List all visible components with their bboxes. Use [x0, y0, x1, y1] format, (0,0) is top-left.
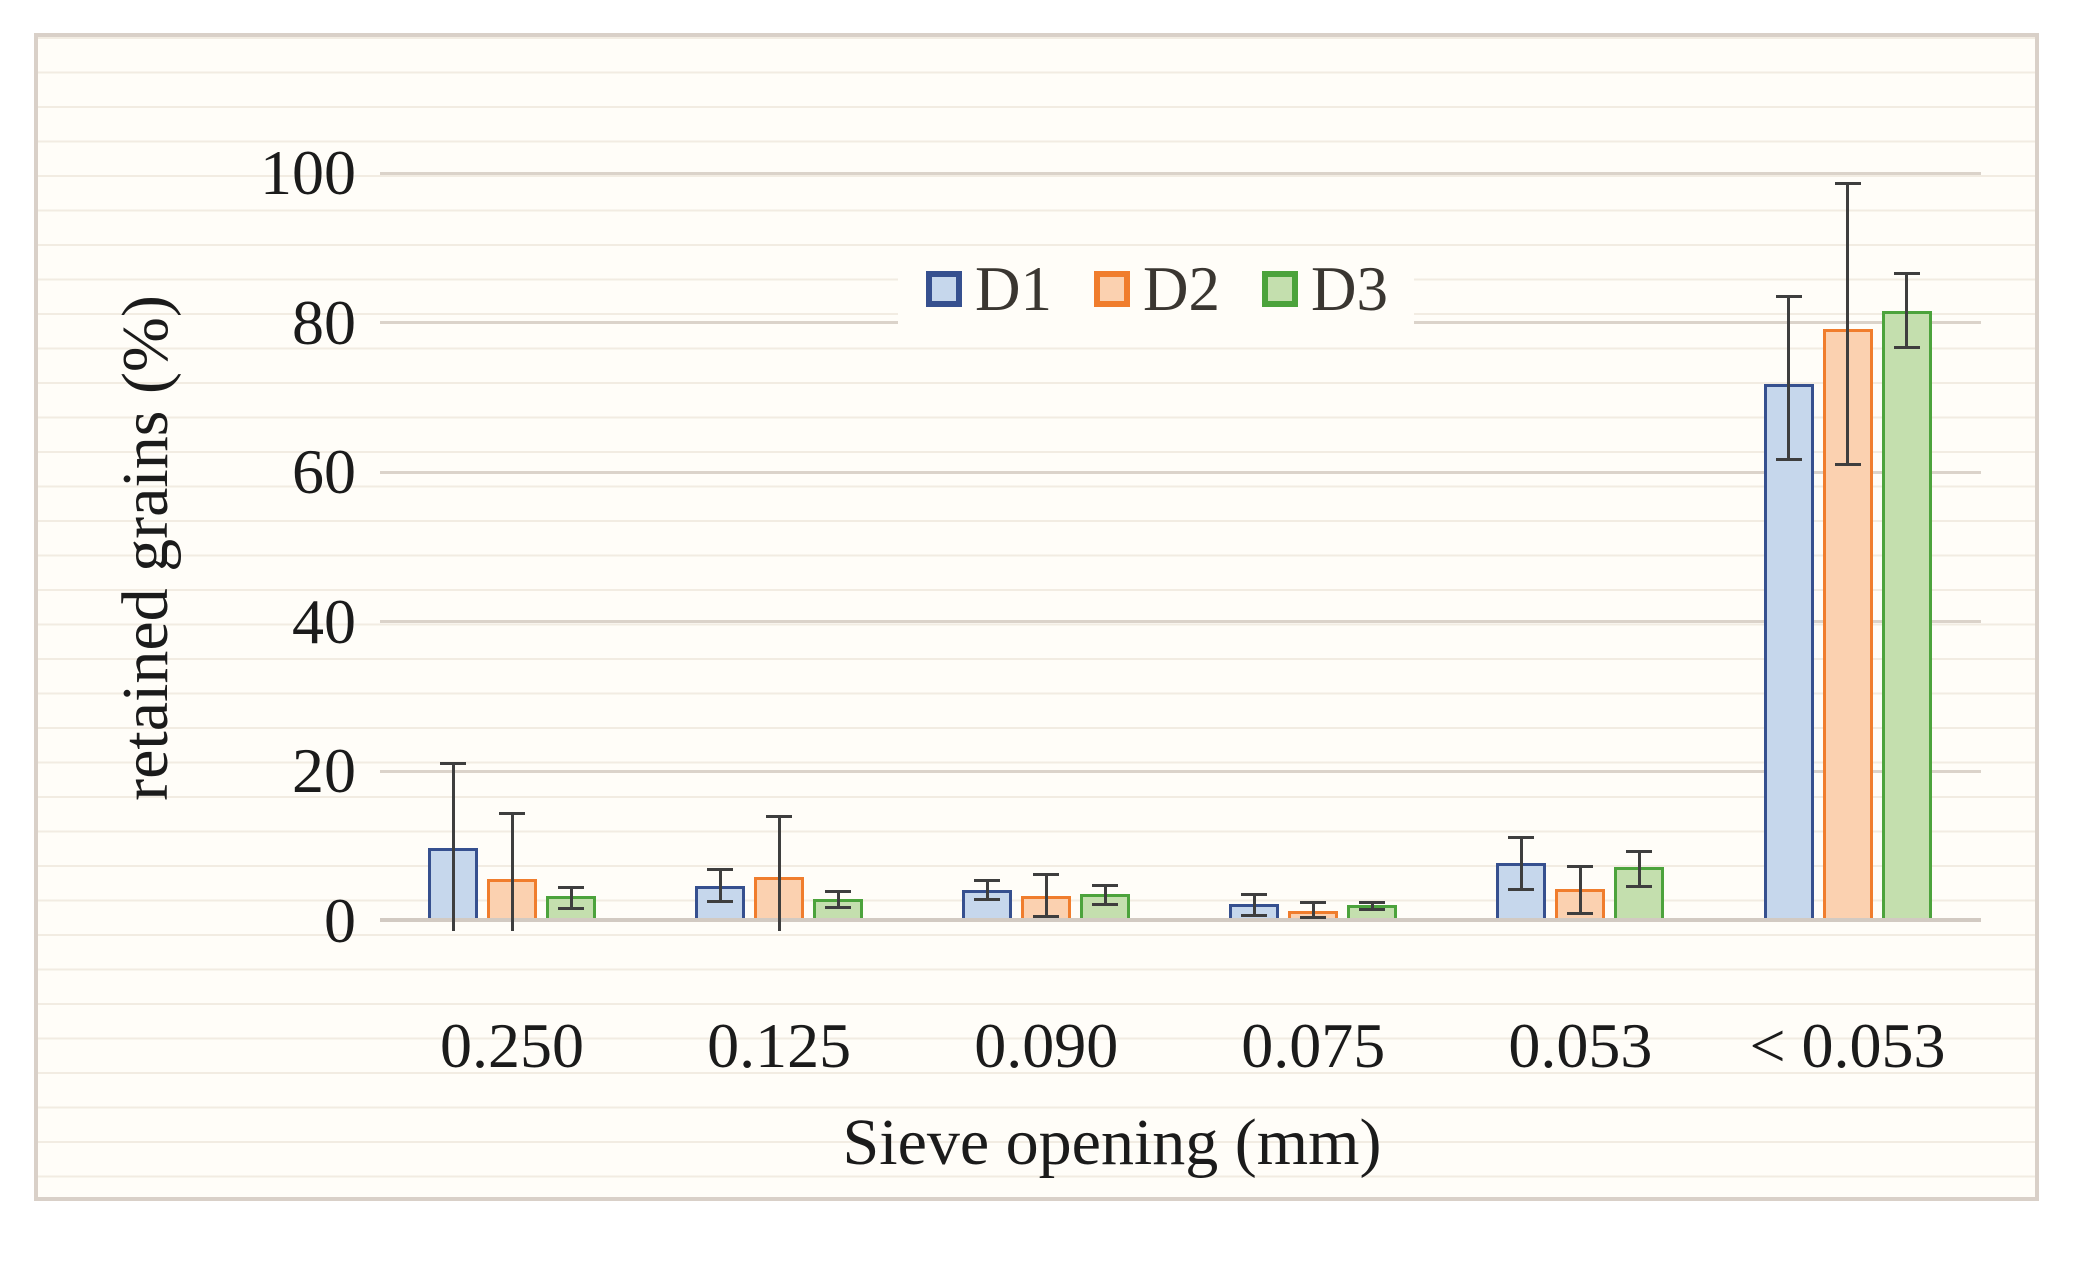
error-whisker-D3-0.125 [836, 891, 840, 909]
y-tick-label: 0 [324, 885, 356, 956]
error-whisker-D3-0.250 [569, 887, 573, 910]
error-cap-top-D3-0.250 [558, 886, 584, 890]
error-cap-top-D3-0.125 [825, 890, 852, 894]
error-cap-bottom-D3-0.250 [558, 907, 584, 911]
legend-swatch-icon [926, 271, 962, 307]
error-cap-bottom-D3-0.053 [1626, 884, 1653, 888]
error-whisker-D1-0.250 [451, 763, 455, 931]
error-whisker-D2-0.090 [1044, 873, 1048, 917]
error-cap-top-D1-0.075 [1241, 893, 1268, 897]
x-tick-label: 0.053 [1508, 1010, 1653, 1081]
error-cap-bottom-D1-0.090 [974, 898, 1001, 902]
error-whisker-D1-< 0.053 [1787, 295, 1790, 461]
error-cap-top-D1-0.053 [1508, 836, 1535, 840]
x-axis-title: Sieve opening (mm) [842, 1106, 1382, 1179]
legend-item-D3: D3 [1262, 256, 1388, 322]
error-cap-bottom-D3-< 0.053 [1893, 346, 1920, 350]
error-whisker-D1-0.125 [718, 869, 722, 903]
y-tick-label: 20 [292, 735, 356, 807]
error-cap-top-D2-0.250 [499, 811, 525, 815]
x-tick-label: 0.075 [1241, 1010, 1386, 1081]
error-whisker-D2-0.053 [1578, 866, 1582, 914]
error-cap-top-D2-0.125 [766, 814, 793, 818]
error-whisker-D3-0.075 [1370, 902, 1374, 910]
gridline-y-20 [380, 769, 1981, 773]
error-cap-top-D2-0.075 [1300, 901, 1327, 905]
error-cap-bottom-D1-< 0.053 [1775, 458, 1802, 462]
error-cap-top-D3-< 0.053 [1893, 272, 1920, 276]
error-cap-top-D2-0.090 [1033, 872, 1060, 876]
error-whisker-D3-0.053 [1637, 850, 1641, 887]
error-whisker-D2-< 0.053 [1846, 183, 1849, 465]
error-cap-top-D2-0.053 [1567, 865, 1594, 869]
error-cap-top-D1-0.250 [440, 762, 466, 766]
error-cap-top-D3-0.053 [1626, 849, 1653, 853]
error-whisker-D2-0.250 [510, 812, 514, 931]
legend: D1 D2 D3 [898, 250, 1414, 328]
error-cap-top-D2-< 0.053 [1834, 182, 1861, 186]
error-cap-top-D3-0.075 [1359, 901, 1386, 905]
gridline-y-60 [380, 470, 1981, 474]
error-cap-bottom-D3-0.125 [825, 906, 852, 910]
figure-frame [34, 33, 2039, 1201]
legend-swatch-icon [1262, 271, 1298, 307]
x-tick-label: 0.250 [440, 1010, 584, 1081]
legend-label: D3 [1311, 254, 1388, 324]
error-whisker-D3-< 0.053 [1905, 273, 1908, 349]
error-cap-top-D3-0.090 [1092, 884, 1119, 888]
error-cap-bottom-D1-0.053 [1508, 888, 1535, 892]
y-tick-label: 60 [292, 436, 356, 508]
legend-swatch-icon [1094, 271, 1130, 307]
gridline-y-40 [380, 620, 1981, 624]
error-cap-bottom-D1-0.125 [707, 900, 734, 904]
bar-D3-< 0.053 [1881, 310, 1932, 922]
x-tick-label: 0.125 [707, 1010, 852, 1081]
y-axis-title: retained grains (%) [109, 295, 182, 801]
error-whisker-D3-0.090 [1103, 885, 1107, 905]
error-cap-top-D1-< 0.053 [1775, 294, 1802, 298]
y-tick-label: 80 [292, 286, 356, 358]
legend-item-D1: D1 [926, 256, 1052, 322]
error-cap-top-D1-0.090 [974, 878, 1001, 882]
legend-label: D1 [975, 254, 1052, 324]
x-axis-line [380, 918, 1981, 922]
y-tick-label: 100 [260, 137, 356, 208]
error-cap-bottom-D2-0.075 [1300, 916, 1327, 919]
error-cap-bottom-D2-0.053 [1567, 911, 1594, 915]
error-whisker-D1-0.075 [1252, 894, 1256, 916]
error-cap-bottom-D2-< 0.053 [1834, 462, 1861, 466]
gridline-y-100 [380, 171, 1981, 175]
x-tick-label: 0.090 [974, 1010, 1119, 1081]
legend-item-D2: D2 [1094, 256, 1220, 322]
error-cap-bottom-D2-0.090 [1033, 914, 1060, 918]
error-cap-top-D1-0.125 [707, 868, 734, 872]
x-tick-label: < 0.053 [1749, 1010, 1946, 1081]
y-tick-label: 40 [292, 585, 356, 657]
error-cap-bottom-D1-0.075 [1241, 913, 1268, 917]
error-whisker-D2-0.075 [1311, 902, 1315, 918]
error-cap-bottom-D3-0.090 [1092, 902, 1119, 906]
error-whisker-D1-0.053 [1519, 837, 1523, 891]
legend-label: D2 [1143, 254, 1220, 324]
error-cap-bottom-D3-0.075 [1359, 907, 1386, 911]
error-whisker-D2-0.125 [777, 815, 781, 931]
bar-D1-< 0.053 [1763, 383, 1814, 922]
error-whisker-D1-0.090 [985, 879, 989, 901]
